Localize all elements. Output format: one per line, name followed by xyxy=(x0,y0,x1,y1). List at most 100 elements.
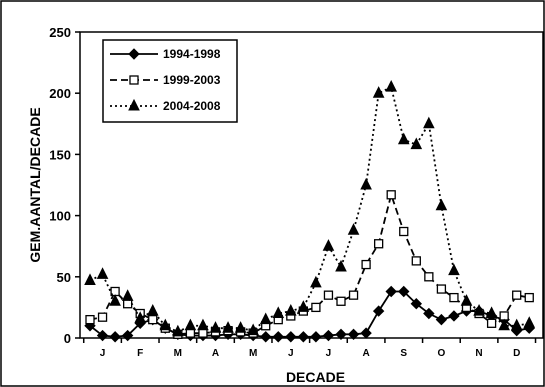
data-point xyxy=(198,328,208,338)
y-tick-label: 100 xyxy=(49,209,71,224)
data-point xyxy=(134,311,147,323)
data-point xyxy=(310,275,322,288)
data-point xyxy=(473,303,485,316)
data-point xyxy=(347,328,360,341)
series-3 xyxy=(84,79,536,337)
data-point xyxy=(523,316,536,328)
data-point xyxy=(385,79,398,92)
data-point xyxy=(411,256,421,266)
y-tick-label: 0 xyxy=(64,331,71,346)
data-point xyxy=(259,312,272,325)
data-point xyxy=(85,314,95,325)
x-tick-label: O xyxy=(438,348,446,359)
data-point xyxy=(322,239,335,251)
data-point xyxy=(335,328,347,341)
data-point xyxy=(449,292,459,303)
data-point xyxy=(460,294,473,306)
data-point xyxy=(410,298,423,310)
x-tick-label: J xyxy=(100,348,106,359)
data-point xyxy=(486,318,497,328)
x-tick-label: F xyxy=(137,348,143,359)
data-point xyxy=(97,312,108,322)
data-point xyxy=(498,318,510,331)
x-tick-label: N xyxy=(475,348,482,359)
legend-marker xyxy=(129,75,139,85)
data-point xyxy=(310,331,322,343)
data-point xyxy=(259,331,272,343)
data-point xyxy=(397,132,410,145)
data-point xyxy=(84,273,96,285)
data-point xyxy=(348,290,359,300)
data-point xyxy=(272,306,285,319)
x-tick-label: M xyxy=(249,348,257,359)
data-point xyxy=(435,313,448,326)
legend: 1994-1998 1999-2003 2004-2008 xyxy=(102,39,238,123)
data-point xyxy=(96,329,109,342)
data-point xyxy=(524,292,534,303)
legend-label: 1994-1998 xyxy=(163,47,221,61)
series-line xyxy=(89,85,530,333)
legend-marker xyxy=(128,48,140,60)
data-point xyxy=(510,318,523,331)
series-layer xyxy=(84,79,536,343)
data-point xyxy=(272,331,284,343)
data-point xyxy=(512,290,522,300)
data-point xyxy=(222,321,234,333)
data-point xyxy=(398,285,410,298)
data-point xyxy=(485,306,498,319)
data-point xyxy=(197,318,209,331)
data-point xyxy=(185,328,196,338)
data-point xyxy=(234,321,247,333)
data-point xyxy=(284,303,297,316)
data-point xyxy=(423,116,435,129)
y-axis-title: GEM.AANTAL/DECADE xyxy=(27,107,43,262)
y-tick-label: 50 xyxy=(57,270,71,285)
x-tick-label: S xyxy=(400,348,407,359)
data-point xyxy=(109,331,121,343)
data-point xyxy=(297,300,310,312)
x-tick-label: J xyxy=(288,348,294,359)
data-point xyxy=(373,239,384,249)
data-point xyxy=(209,321,222,333)
data-point xyxy=(399,226,409,237)
y-tick-label: 250 xyxy=(49,25,71,40)
data-point xyxy=(360,177,372,190)
data-point xyxy=(335,259,347,272)
data-point xyxy=(148,314,158,325)
data-point xyxy=(448,263,460,276)
data-point xyxy=(336,296,346,306)
data-point xyxy=(123,299,133,309)
data-point xyxy=(247,323,259,336)
data-point xyxy=(436,284,447,294)
x-tick-label: D xyxy=(513,348,520,359)
data-point xyxy=(360,327,372,339)
data-point xyxy=(424,272,434,282)
data-point xyxy=(121,329,134,342)
data-point xyxy=(347,223,360,235)
x-tick-label: A xyxy=(362,348,369,359)
x-tick-label: M xyxy=(174,348,182,359)
data-point xyxy=(322,329,335,342)
data-point xyxy=(372,305,385,317)
data-point xyxy=(285,331,297,343)
data-point xyxy=(372,86,385,98)
data-point xyxy=(121,289,134,301)
x-tick-label: J xyxy=(326,348,332,359)
y-tick-label: 150 xyxy=(49,147,71,162)
data-point xyxy=(109,294,121,306)
data-point xyxy=(386,190,396,200)
data-point xyxy=(172,324,184,337)
data-point xyxy=(361,259,371,270)
legend-label: 2004-2008 xyxy=(163,99,221,113)
data-point xyxy=(311,302,321,313)
legend-marker xyxy=(128,98,140,111)
data-point xyxy=(448,310,460,322)
data-point xyxy=(159,318,172,331)
data-point xyxy=(410,137,423,150)
data-point xyxy=(385,285,397,298)
data-point xyxy=(146,303,159,316)
